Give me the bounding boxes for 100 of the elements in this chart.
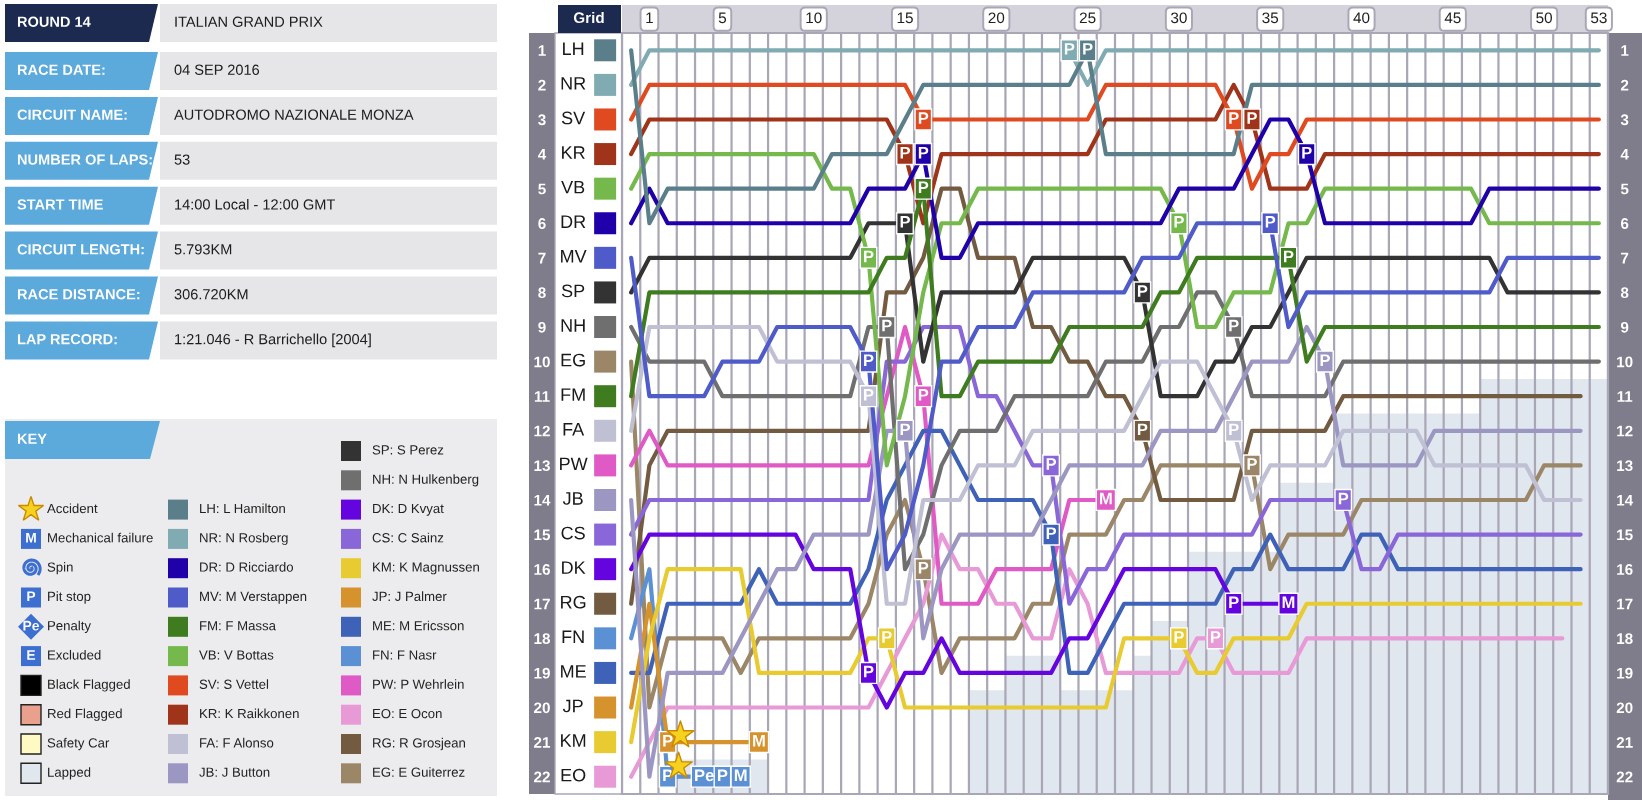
text: ROUND 14 xyxy=(17,16,91,27)
legend-label: VB: V Bottas xyxy=(199,650,274,660)
annotation: NR xyxy=(561,77,586,90)
annotation: P xyxy=(1137,423,1148,436)
text: Excluded xyxy=(48,649,101,660)
y2-tick-label: 3 xyxy=(1620,114,1629,126)
legend-label: MV: M Verstappen xyxy=(200,591,307,604)
y2-tick-label: 5 xyxy=(1620,183,1629,195)
legend-label: FA: F Alonso xyxy=(200,737,274,748)
y-tick-label: 19 xyxy=(534,667,550,679)
annotation: M xyxy=(1100,492,1112,505)
text: Mechanical failure xyxy=(48,532,153,543)
point xyxy=(664,751,693,779)
annotation: P xyxy=(882,319,892,332)
y-tick-label: 12 xyxy=(534,425,550,437)
legend-label: JB: J Button xyxy=(199,767,270,777)
annotation: ME xyxy=(561,665,586,678)
text: RACE DATE: xyxy=(17,64,105,75)
y-tick-label: 3 xyxy=(538,114,546,126)
annotation: PW xyxy=(560,457,588,471)
y2-tick-label: 9 xyxy=(1620,321,1629,333)
y-tick-label: 21 xyxy=(534,736,551,748)
legend-label: EO: E Ocon xyxy=(373,708,442,719)
annotation: P xyxy=(663,734,673,747)
annotation: P xyxy=(1046,527,1057,539)
x-tick-label: 25 xyxy=(1079,12,1096,24)
annotation: CS xyxy=(561,526,585,540)
annotation: P xyxy=(864,389,874,401)
annotation: P xyxy=(918,562,929,574)
annotation: P xyxy=(864,250,874,263)
annotation: P xyxy=(1174,631,1184,643)
legend-label: SV: S Vettel xyxy=(199,679,269,689)
annotation: P xyxy=(1137,285,1148,297)
annotation: Pe xyxy=(695,769,714,782)
text: Pit stop xyxy=(48,591,91,604)
y2-tick-label: 22 xyxy=(1616,771,1633,783)
legend-label: DK: D Kvyat xyxy=(373,503,444,516)
legend-label: NR: N Rosberg xyxy=(200,532,288,546)
legend-label: PW: P Wehrlein xyxy=(373,679,464,689)
y-tick-label: 5 xyxy=(538,183,546,195)
x-tick-label: 20 xyxy=(988,12,1005,24)
annotation: M xyxy=(734,769,747,782)
annotation: M xyxy=(1282,596,1295,609)
annotation: P xyxy=(1284,250,1294,263)
y-tick-label: 6 xyxy=(538,218,546,229)
y2-tick-label: 8 xyxy=(1620,287,1629,299)
annotation: P xyxy=(900,216,911,228)
text: LAP RECORD: xyxy=(17,333,117,345)
y2-tick-label: 12 xyxy=(1617,425,1633,437)
annotation: P xyxy=(918,112,929,124)
legend-label: DR: D Ricciardo xyxy=(200,562,294,572)
annotation: P xyxy=(1320,354,1330,366)
text: Black Flagged xyxy=(48,679,130,692)
x-tick-label: 30 xyxy=(1170,12,1187,24)
annotation: P xyxy=(717,769,728,782)
x-tick-label: 50 xyxy=(1536,12,1552,24)
x-tick-label: 45 xyxy=(1444,12,1461,24)
y-tick-label: 18 xyxy=(534,633,551,645)
legend-label: KM: K Magnussen xyxy=(373,562,479,575)
y2-tick-label: 19 xyxy=(1617,667,1633,679)
annotation: P xyxy=(864,354,874,366)
x-tick-label: 35 xyxy=(1262,12,1279,24)
y-tick-label: 15 xyxy=(534,529,551,541)
y-tick-label: 22 xyxy=(534,771,550,783)
x-tick-label: 5 xyxy=(718,12,727,24)
annotation: NH xyxy=(561,319,585,332)
text: CIRCUIT NAME: xyxy=(17,109,127,120)
annotation: P xyxy=(1247,112,1257,124)
annotation: P xyxy=(1210,631,1221,643)
annotation: KM xyxy=(561,734,586,747)
text: 1:21.046 - R Barrichello [2004] xyxy=(175,333,371,348)
x-tick-label: 15 xyxy=(897,12,913,24)
annotation: JP xyxy=(562,699,583,713)
y-tick-label: 2 xyxy=(538,79,546,91)
text: Safety Car xyxy=(47,737,110,751)
line-series xyxy=(629,82,1601,191)
x-tick-label: 10 xyxy=(806,12,822,24)
annotation: VB xyxy=(561,180,585,194)
y-tick-label: 1 xyxy=(538,45,546,56)
y-tick-label: 13 xyxy=(534,460,550,472)
line-series xyxy=(629,82,1601,226)
annotation: P xyxy=(1247,458,1257,470)
text: E xyxy=(27,650,36,660)
y-tick-label: 9 xyxy=(538,321,546,333)
y2-tick-label: 1 xyxy=(1621,45,1629,56)
x-tick-label: 40 xyxy=(1353,12,1370,24)
text: Pe xyxy=(23,620,40,631)
legend-label: FN: F Nasr xyxy=(373,650,437,660)
annotation: P xyxy=(1064,43,1075,55)
text: RACE DISTANCE: xyxy=(17,289,140,300)
legend-label: Accident xyxy=(47,503,98,514)
text: 53 xyxy=(174,154,190,165)
text: CIRCUIT LENGTH: xyxy=(17,244,144,255)
y-tick-label: 4 xyxy=(537,149,547,160)
text: 04 SEP 2016 xyxy=(174,64,260,75)
y2-tick-label: 17 xyxy=(1617,598,1633,610)
y-tick-label: 16 xyxy=(534,564,550,575)
legend-label: CS: C Sainz xyxy=(372,532,444,543)
annotation: P xyxy=(864,665,874,678)
y-tick-label: 17 xyxy=(534,598,550,610)
